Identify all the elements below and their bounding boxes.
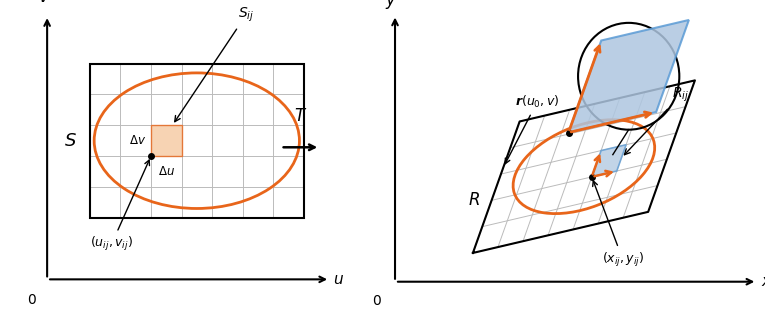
Text: $S$: $S$ [63,132,76,150]
Polygon shape [568,20,688,133]
Text: $(x_{ij}, y_{ij})$: $(x_{ij}, y_{ij})$ [593,181,644,269]
Bar [151,125,181,156]
Text: $x$: $x$ [761,274,765,289]
Text: $v$: $v$ [37,0,50,6]
Bar [90,64,304,218]
Text: $u$: $u$ [334,272,344,287]
Text: $\Delta v$: $\Delta v$ [129,134,146,147]
Text: $0$: $0$ [372,294,382,308]
Text: $R$: $R$ [468,191,480,209]
Polygon shape [592,145,626,177]
Text: $y$: $y$ [385,0,397,11]
Text: $R_{ij}$: $R_{ij}$ [624,86,689,155]
Text: $(u_{ij}, v_{ij})$: $(u_{ij}, v_{ij})$ [90,160,149,253]
Text: $\boldsymbol{r}(u_0, v)$: $\boldsymbol{r}(u_0, v)$ [505,94,559,164]
Text: $T$: $T$ [294,107,307,125]
Text: $S_{ij}$: $S_{ij}$ [174,6,254,122]
Text: $\Delta u$: $\Delta u$ [158,165,174,178]
Text: $0$: $0$ [28,292,37,307]
